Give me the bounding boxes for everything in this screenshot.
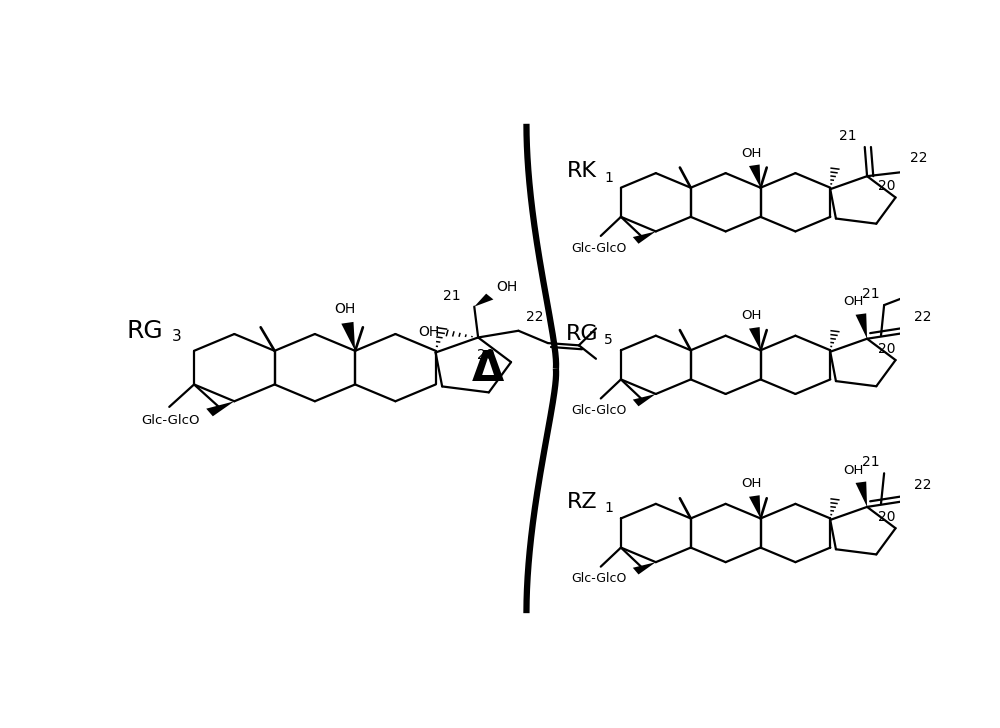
Polygon shape [856,313,867,339]
Polygon shape [474,293,493,306]
Text: OH: OH [741,309,761,323]
Text: OH: OH [496,280,517,294]
Text: Glc-GlcO: Glc-GlcO [571,242,626,255]
Text: 21: 21 [862,287,879,301]
Text: 20: 20 [878,179,895,193]
Text: 20: 20 [878,510,895,523]
Text: RK: RK [567,162,597,181]
Text: 22: 22 [910,151,928,165]
Text: Glc-GlcO: Glc-GlcO [571,572,626,585]
Text: 1: 1 [604,170,613,185]
Text: 21: 21 [862,455,879,469]
Polygon shape [633,232,656,244]
Polygon shape [749,165,761,188]
Text: 22: 22 [914,478,932,492]
Text: OH: OH [418,325,439,339]
Text: 1: 1 [604,502,613,515]
Text: 3: 3 [171,329,181,344]
Text: OH: OH [741,478,761,491]
Text: 20: 20 [477,347,495,362]
Text: RG: RG [127,319,164,343]
Text: OH: OH [843,296,863,309]
Polygon shape [206,401,234,416]
Text: OH: OH [334,302,356,316]
Text: 20: 20 [878,341,895,355]
Polygon shape [633,562,656,574]
Text: 22: 22 [526,310,544,324]
Text: RZ: RZ [567,492,598,513]
Text: OH: OH [843,464,863,477]
Polygon shape [633,394,656,406]
Text: Glc-GlcO: Glc-GlcO [141,414,199,427]
Text: 22: 22 [914,310,932,324]
Text: 21: 21 [443,289,460,304]
Text: 21: 21 [839,129,857,143]
Polygon shape [856,481,867,507]
Text: Glc-GlcO: Glc-GlcO [571,404,626,417]
Text: Δ: Δ [472,348,504,389]
Polygon shape [341,322,355,351]
Text: 5: 5 [604,333,613,347]
Text: RG: RG [566,324,599,344]
Text: OH: OH [741,146,761,159]
Polygon shape [749,495,761,518]
Polygon shape [749,327,761,350]
